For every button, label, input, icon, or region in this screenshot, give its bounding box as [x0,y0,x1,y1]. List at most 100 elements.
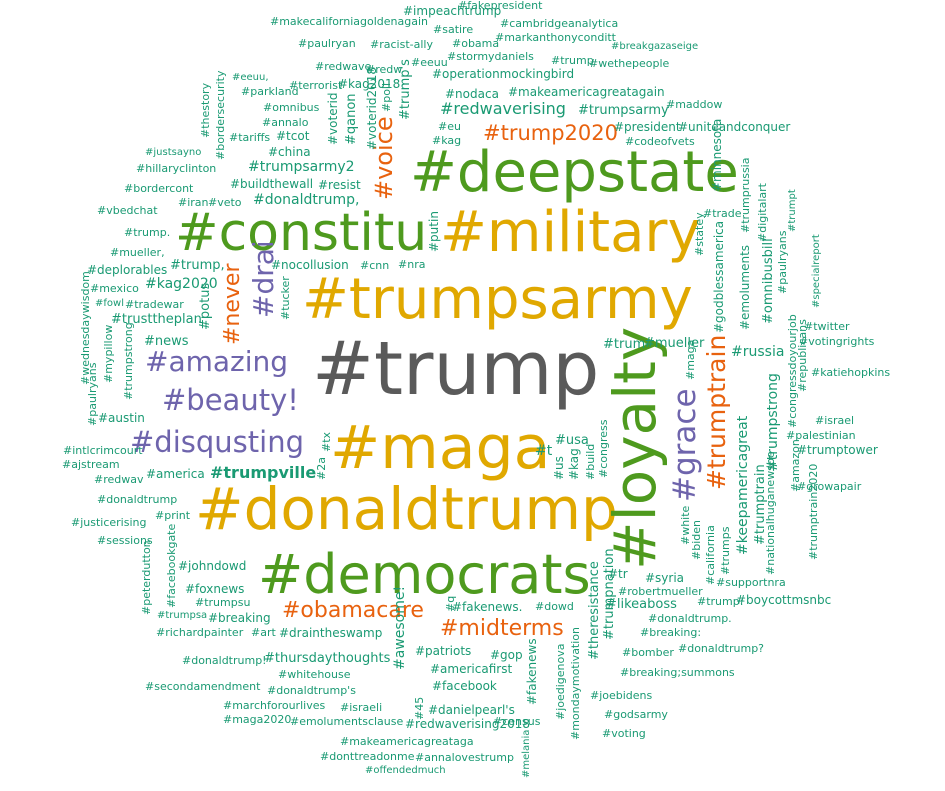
word-cloud-term: #joebidens [590,689,653,702]
word-cloud-term: #tx [320,431,333,452]
word-cloud-term: #emolumentsclause [290,715,404,728]
word-cloud-term: #redwaverising2018 [405,717,530,731]
word-cloud-term: #midterms [440,616,564,641]
word-cloud-term: #dowd [535,600,574,613]
word-cloud-term: #nra [398,258,426,271]
word-cloud-term: #twitter [804,320,850,333]
word-cloud-term: #redwaverising [440,99,566,118]
word-cloud-term: #patriots [415,644,472,658]
word-cloud-term: #thursdaythoughts [264,651,391,666]
word-cloud-term: #redwav [94,473,144,486]
word-cloud-term: #potus [198,282,213,330]
word-cloud-term: #beauty! [162,383,299,417]
word-cloud-term: #nationalhuganewspe [764,451,777,575]
word-cloud-term: #trumpnation [602,548,617,640]
word-cloud-term: #justsayno [145,147,202,158]
word-cloud-term: #markanthonyconditt [495,31,616,44]
word-cloud-term: #satire [433,23,474,36]
word-cloud-term: #china [268,145,311,159]
word-cloud-term: #digitalart [756,183,769,242]
word-cloud-term: #wethepeople [589,57,670,70]
word-cloud-term: #maga [330,413,551,483]
word-cloud-term: #trumprussia [739,157,752,233]
word-cloud-term: #fakenews. [452,600,523,614]
word-cloud-term: #us [552,456,566,480]
word-cloud-term: #facebook [432,679,497,693]
word-cloud-term: #melania [521,729,532,778]
word-cloud-term: #richardpainter [156,626,244,639]
word-cloud-term: #peterdutton [140,540,153,615]
word-cloud-term: #paulryans [776,230,789,294]
word-cloud-term: #california [704,525,717,585]
word-cloud-term: #45 [413,696,426,720]
word-cloud-term: #putin [427,211,441,252]
word-cloud-term: #foxnews [185,582,245,596]
word-cloud-term: #bordercont [124,182,194,195]
word-cloud-term: #america [146,467,205,481]
word-cloud-term: #robertmueller [618,585,703,598]
word-cloud-term: #trump2020 [483,121,619,145]
word-cloud-term: #poll [380,82,393,112]
word-cloud-term: #donaldtrump [195,475,618,543]
word-cloud-term: #ajstream [62,458,120,471]
word-cloud-term: #breaking [208,611,271,625]
word-cloud-term: #paulryan [298,37,356,50]
word-cloud-term: #theresistance [587,561,602,660]
word-cloud-term: #qanon [344,93,359,145]
word-cloud-term: #grace [667,388,703,502]
word-cloud-term: #donaldtrump, [253,192,360,208]
word-cloud-term: #biden [690,520,703,560]
word-cloud-term: #trumpville [210,463,317,482]
word-cloud-term: #statey [693,212,706,256]
word-cloud-term: #eu [438,120,461,133]
word-cloud-term: #godblessamerica [712,220,726,333]
word-cloud-term: #syria [645,571,685,585]
word-cloud-term: #kag [432,134,462,147]
word-cloud-term: #military [440,200,701,265]
word-cloud-term: #operationmockingbird [432,67,575,81]
word-cloud-term: #voting [602,727,646,740]
word-cloud-term: #trumptower [797,443,878,457]
word-cloud-term: #fakepresident [458,0,543,12]
word-cloud-term: #stormydaniels [447,50,534,63]
word-cloud-term: #amazon [789,439,802,492]
word-cloud-term: #nocollusion [271,258,349,272]
word-cloud-term: #donaldtrump [97,493,178,506]
word-cloud-term: #mueller, [110,246,165,259]
word-cloud-term: #breaking;summons [620,666,735,679]
word-cloud-term: #donaldtrump's [267,684,356,697]
word-cloud-term: #bomber [622,646,674,659]
word-cloud-term: #buildthewall [230,177,314,191]
word-cloud-term: #tucker [279,276,292,320]
word-cloud-term: #donttreadonme [320,750,415,763]
word-cloud-term: #supportnra [716,576,786,589]
word-cloud-term: #census [493,715,541,728]
word-cloud-term: #terrorist [289,79,343,92]
word-cloud-term: #redwave [315,60,372,73]
word-cloud-term: #boycottmsnbc [736,593,832,607]
word-cloud-term: #deepstate [410,140,739,205]
word-cloud-term: #veto [208,196,242,209]
word-cloud-term: #specialreport [811,234,822,308]
word-cloud-term: #makeamericagreataga [340,735,474,748]
word-cloud-term: #q [444,595,457,612]
word-cloud-term: #johndowd [178,559,247,573]
word-cloud-term: #paulryans [86,362,99,426]
word-cloud-term: #tradewar [125,298,184,311]
word-cloud-term: #vbedchat [97,204,158,217]
word-cloud-term: #never [220,263,245,345]
word-cloud-term: #breakgazaseige [611,41,699,52]
word-cloud-term: #news [144,334,189,349]
word-cloud-term: #uniteandconquer [678,120,791,134]
word-cloud-term: #nodaca [445,87,499,101]
word-cloud-term: #makecaliforniagoldenagain [270,15,429,28]
word-cloud-term: #impeachtrump [403,4,502,18]
word-cloud-term: #likeaboss [606,597,677,612]
word-cloud-term: #trusttheplan [111,312,202,327]
word-cloud-term: #mueller [644,336,705,351]
word-cloud-term: #voterid2018 [365,66,379,150]
word-cloud-term: #annalo [262,116,309,129]
word-cloud-term: #usa [555,433,589,448]
word-cloud-term: #art [251,626,276,639]
word-cloud-term: #americafirst [430,662,513,676]
